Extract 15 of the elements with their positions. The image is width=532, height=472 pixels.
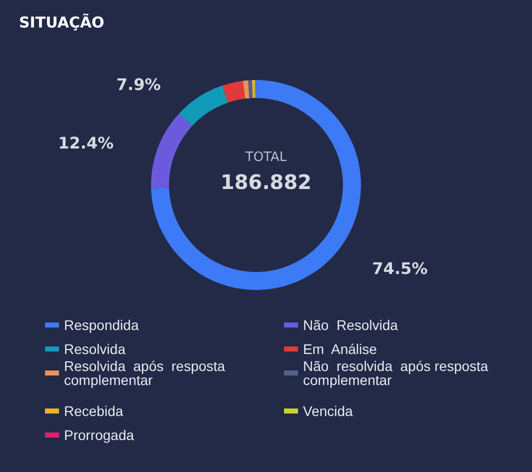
legend-label: Não resolvida após resposta complementar <box>303 358 496 388</box>
legend-label: Resolvida após resposta complementar <box>64 358 229 388</box>
legend-label: Respondida <box>64 317 139 333</box>
legend-label: Recebida <box>64 403 124 419</box>
data-label: 74.5% <box>372 259 428 278</box>
legend-label: Resolvida <box>64 341 126 357</box>
text: 186.882 <box>220 170 312 194</box>
legend-label: Em Análise <box>303 341 378 357</box>
chart-title: SITUAÇÃO <box>19 14 104 32</box>
legend-label: Vencida <box>303 403 354 419</box>
text: TOTAL <box>244 150 288 165</box>
legend-label: Não Resolvida <box>303 317 398 333</box>
legend-label: Prorrogada <box>64 427 134 443</box>
data-label: 7.9% <box>116 74 161 94</box>
data-label: 12.4% <box>58 133 114 152</box>
